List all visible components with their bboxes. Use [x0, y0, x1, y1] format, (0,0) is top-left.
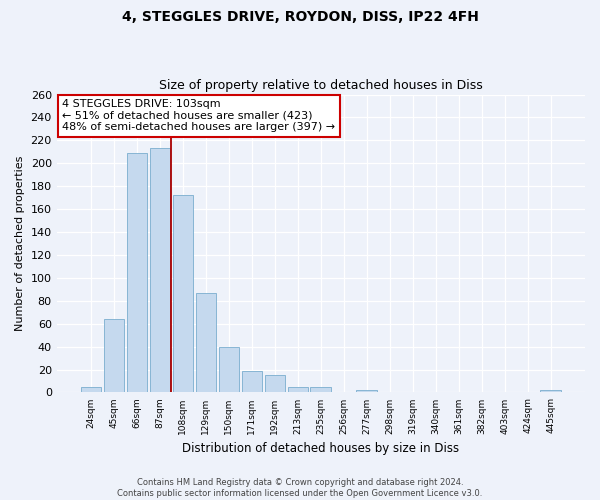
Bar [310, 386, 331, 392]
Bar [541, 390, 561, 392]
Bar [104, 319, 124, 392]
Bar [287, 386, 308, 392]
Bar [173, 196, 193, 392]
Bar [149, 148, 170, 392]
Text: 4 STEGGLES DRIVE: 103sqm
← 51% of detached houses are smaller (423)
48% of semi-: 4 STEGGLES DRIVE: 103sqm ← 51% of detach… [62, 99, 335, 132]
Text: 4, STEGGLES DRIVE, ROYDON, DISS, IP22 4FH: 4, STEGGLES DRIVE, ROYDON, DISS, IP22 4F… [122, 10, 478, 24]
Bar [356, 390, 377, 392]
Bar [196, 293, 216, 392]
Bar [218, 346, 239, 393]
Title: Size of property relative to detached houses in Diss: Size of property relative to detached ho… [159, 79, 483, 92]
Bar [242, 370, 262, 392]
Text: Contains HM Land Registry data © Crown copyright and database right 2024.
Contai: Contains HM Land Registry data © Crown c… [118, 478, 482, 498]
Bar [80, 386, 101, 392]
X-axis label: Distribution of detached houses by size in Diss: Distribution of detached houses by size … [182, 442, 460, 455]
Y-axis label: Number of detached properties: Number of detached properties [15, 156, 25, 331]
Bar [127, 153, 148, 392]
Bar [265, 375, 285, 392]
